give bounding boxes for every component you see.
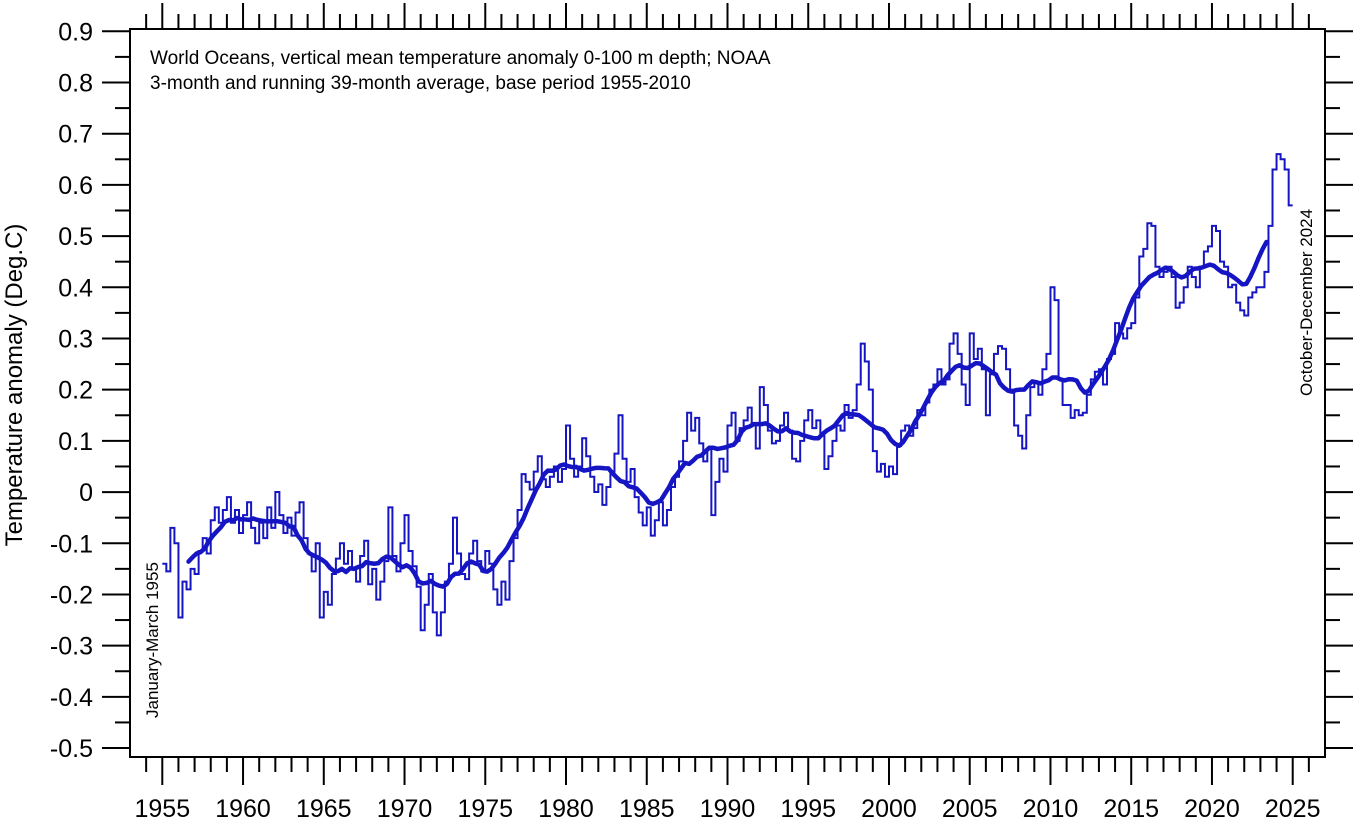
- x-tick-label: 2005: [942, 795, 998, 823]
- y-axis-tick-labels: 0.9 0.8 0.7 0.6 0.5 0.4 0.3 0.2 0.1 0 -0.1 -0.2 -0.3…: [50, 18, 93, 763]
- x-tick-label: 1990: [700, 795, 756, 823]
- y-tick-label: 0.3: [58, 325, 93, 353]
- y-tick-label: 0.2: [58, 377, 93, 405]
- running-39-month-series-line: [186, 239, 1269, 589]
- x-axis-tick-labels: 1955 1960 1965 1970 1975 1980 1985 1990 1995 2000…: [134, 795, 1320, 823]
- x-tick-label: 1960: [215, 795, 271, 823]
- y-tick-label: -0.2: [50, 581, 93, 609]
- x-tick-label: 2020: [1184, 795, 1240, 823]
- three-month-series-line: [162, 153, 1293, 637]
- axis-ticks: [102, 3, 1353, 785]
- data-series: [162, 153, 1293, 637]
- y-tick-label: 0.9: [58, 18, 93, 46]
- y-tick-label: 0.5: [58, 223, 93, 251]
- y-axis-title: Temperature anomaly (Deg.C): [1, 224, 28, 547]
- plot-border: [129, 28, 1326, 758]
- y-tick-label: -0.1: [50, 530, 93, 558]
- y-tick-label: 0.1: [58, 428, 93, 456]
- x-tick-label: 1980: [538, 795, 594, 823]
- x-tick-label: 1955: [134, 795, 190, 823]
- chart-title-line-2: 3-month and running 39-month average, ba…: [150, 73, 691, 94]
- series-start-annotation: January-March 1955: [143, 562, 162, 718]
- x-tick-label: 2015: [1103, 795, 1159, 823]
- y-tick-label: 0.7: [58, 121, 93, 149]
- series-end-annotation: October-December 2024: [1297, 209, 1316, 396]
- x-tick-label: 2000: [861, 795, 917, 823]
- x-tick-label: 2010: [1023, 795, 1079, 823]
- y-tick-label: -0.4: [50, 684, 93, 712]
- x-tick-label: 1995: [780, 795, 836, 823]
- y-tick-label: 0.8: [58, 69, 93, 97]
- y-tick-label: 0.4: [58, 274, 93, 302]
- x-tick-label: 1970: [377, 795, 433, 823]
- x-tick-label: 1965: [296, 795, 352, 823]
- chart-title-line-1: World Oceans, vertical mean temperature …: [150, 48, 771, 69]
- y-tick-label: -0.5: [50, 735, 93, 763]
- y-tick-label: 0.6: [58, 172, 93, 200]
- x-tick-label: 1985: [619, 795, 675, 823]
- x-tick-label: 1975: [457, 795, 513, 823]
- y-tick-label: 0: [79, 479, 93, 507]
- y-tick-label: -0.3: [50, 633, 93, 661]
- x-tick-label: 2025: [1265, 795, 1321, 823]
